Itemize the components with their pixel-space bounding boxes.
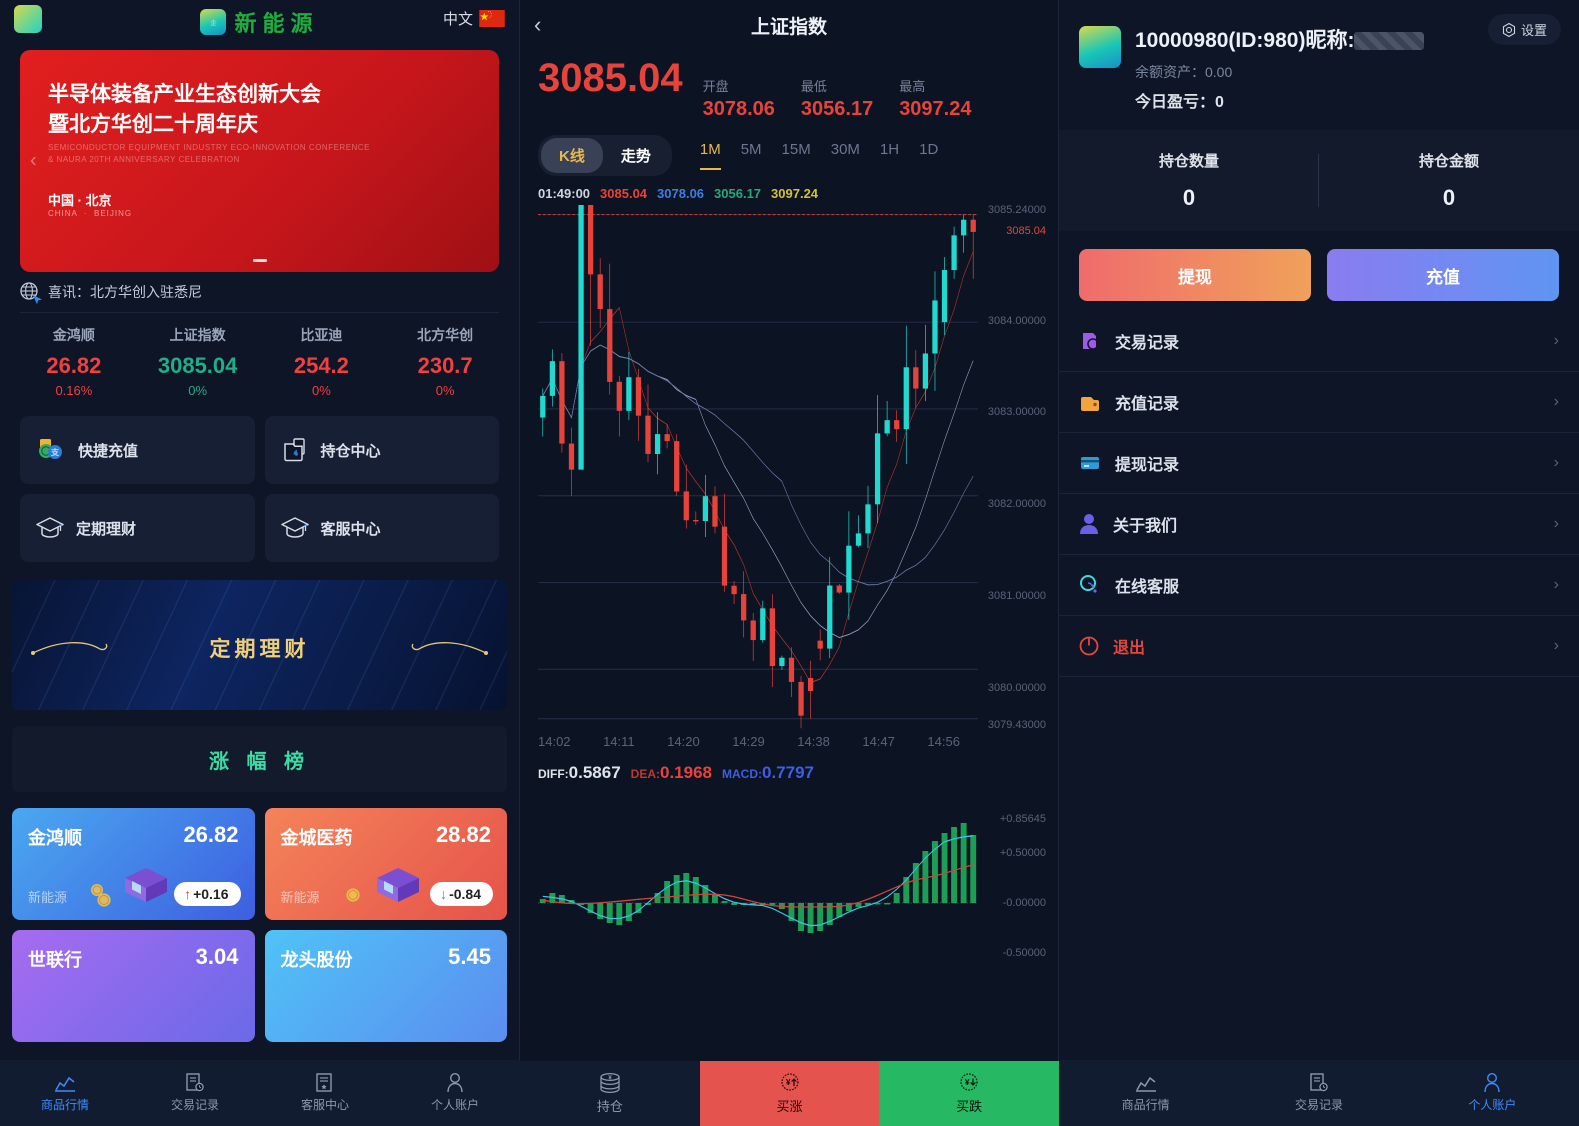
svg-text:¥: ¥ [965,1077,970,1087]
svg-text:支: 支 [50,447,60,457]
svg-text:¥: ¥ [785,1077,790,1087]
